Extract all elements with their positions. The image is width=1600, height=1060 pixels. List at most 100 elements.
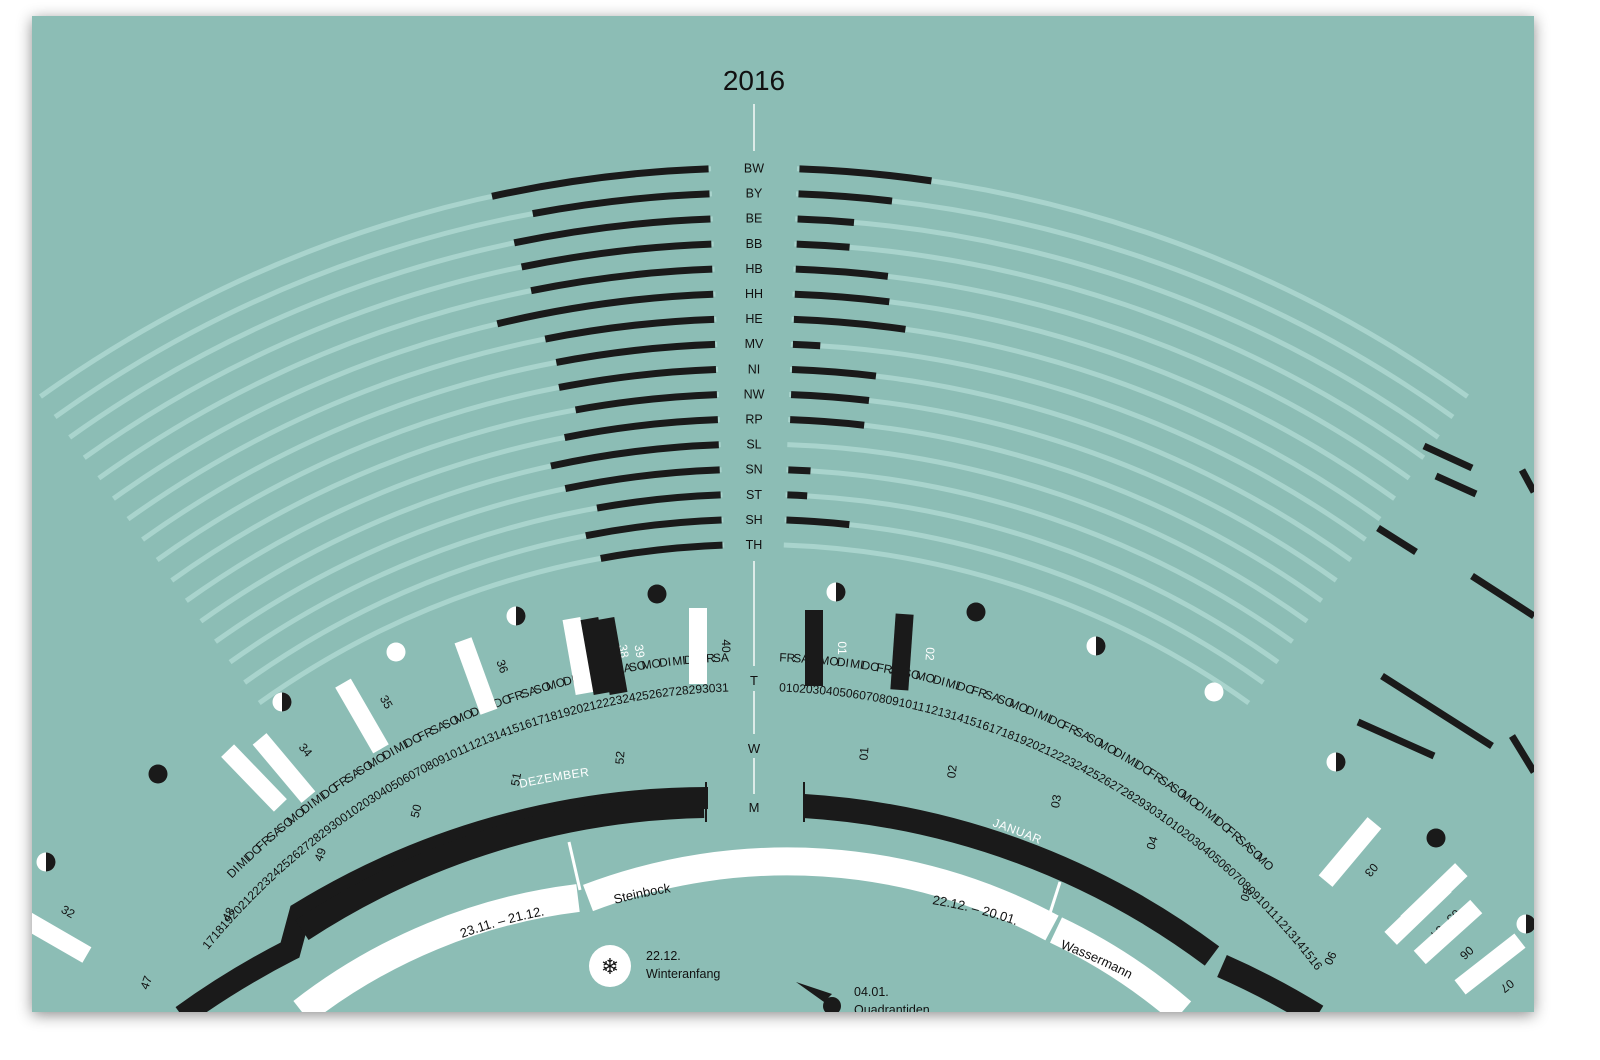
week-number-box-right: 03 — [1318, 817, 1382, 887]
holiday-bar-right — [791, 366, 877, 380]
date-label-right: 19 — [1012, 730, 1030, 748]
ring-label-days: T — [750, 673, 758, 688]
holiday-bar-left — [574, 391, 718, 414]
svg-text:36: 36 — [493, 658, 511, 676]
state-track-right — [784, 517, 1265, 685]
state-labels: BW BY BE BB HB HH HE MV NI NW RP SL SN ST SH TH — [744, 162, 765, 553]
date-label-right: 04 — [819, 683, 834, 698]
state-label: HE — [745, 312, 762, 326]
weekday-label-right: MO — [914, 668, 936, 686]
winter-label: Winteranfang — [646, 967, 720, 981]
state-label: TH — [746, 538, 763, 552]
meteor-date: 04.01. — [854, 985, 889, 999]
week-label-left: 48 — [219, 905, 238, 923]
holiday-bar-fragment — [1422, 442, 1474, 472]
holiday-bar-left — [558, 366, 717, 391]
holiday-bar-left — [564, 466, 720, 493]
state-track-left — [257, 542, 725, 706]
state-label: SN — [745, 463, 762, 477]
weekday-label-left: MI — [391, 738, 409, 757]
svg-text:35: 35 — [377, 693, 396, 712]
weekday-label-left: SO — [440, 712, 462, 732]
holiday-bar-right — [793, 315, 906, 333]
state-track-right — [788, 392, 1338, 583]
svg-text:02: 02 — [922, 647, 937, 662]
zodiac-ring-right — [1049, 917, 1192, 1012]
weekday-label-right: DI — [931, 672, 946, 689]
state-track-left — [214, 467, 722, 644]
date-label-right: 25 — [1084, 764, 1103, 783]
week-label-left: 49 — [311, 846, 329, 864]
week-number-box-left: 40 — [689, 608, 733, 684]
date-label-right: 08 — [871, 690, 887, 706]
week-ring: 3233343536373839400102030405060747484950… — [32, 608, 1526, 996]
weekday-label-left: DI — [658, 655, 672, 670]
holiday-bar-fragment — [1470, 573, 1534, 619]
date-label-left: 21 — [581, 698, 598, 715]
calendar-poster: 2016 BW BY BE BB HB HH HE MV NI NW RP SL SN ST SH TH T … — [32, 16, 1534, 1012]
svg-text:34: 34 — [296, 740, 316, 759]
week-label-right: 06 — [1321, 949, 1340, 967]
holiday-bar-fragment — [1434, 472, 1478, 498]
state-label: NW — [744, 387, 765, 401]
state-label: BW — [744, 162, 764, 176]
date-label-left: 29 — [688, 682, 703, 697]
date-label-left: 14 — [491, 725, 509, 743]
state-label: HH — [745, 287, 763, 301]
date-label-left: 31 — [715, 680, 729, 695]
moon-phase-icon — [1426, 828, 1446, 848]
ring-label-weeks: W — [748, 741, 761, 756]
date-label-left: 11 — [454, 740, 471, 758]
date-label-left: 24 — [621, 690, 637, 706]
date-label-left: 25 — [634, 688, 650, 704]
holiday-bar-right — [788, 466, 811, 475]
weekday-label-left: SA — [712, 650, 729, 665]
weekday-label-left: MI — [672, 653, 687, 668]
svg-text:40: 40 — [719, 639, 733, 653]
state-track-right — [790, 341, 1367, 542]
weekday-label-right: MI — [849, 656, 864, 672]
date-label-right: 05 — [832, 684, 847, 700]
ring-label-months: M — [749, 800, 760, 815]
date-label-left: 09 — [430, 752, 448, 771]
date-label-right: 13 — [936, 704, 953, 721]
weekday-label-right: DI — [836, 655, 850, 670]
date-label-left: 05 — [382, 777, 401, 796]
holiday-bar-right — [794, 290, 890, 306]
weekday-label-right: SA — [1072, 724, 1093, 744]
week-number-box-right: 01 — [805, 610, 849, 686]
holiday-bar-fragment — [1509, 734, 1534, 774]
svg-text:32: 32 — [59, 902, 78, 921]
date-label-left: 13 — [479, 730, 497, 748]
moon-phase-icon — [647, 584, 667, 604]
date-label-right: 12 — [923, 701, 940, 718]
weekday-label-right: MO — [819, 653, 840, 669]
holiday-bar-left — [544, 315, 715, 343]
date-label-right: 14 — [949, 708, 966, 725]
weekday-label-left: FR — [415, 724, 436, 744]
weekday-label-left: MO — [544, 675, 566, 694]
state-track-right — [789, 366, 1353, 563]
month-label-left: DEZEMBER — [518, 765, 590, 791]
date-label-left: 28 — [675, 683, 690, 698]
zodiac-divider-left — [567, 841, 582, 891]
date-label-left: 26 — [648, 686, 663, 702]
weekday-label-right: SA — [983, 687, 1003, 705]
date-label-left: 19 — [555, 704, 572, 721]
week-label-left: 50 — [408, 803, 425, 820]
holiday-bar-right — [792, 340, 821, 350]
month-ring-left — [175, 786, 709, 1012]
svg-text:❄: ❄ — [601, 954, 619, 979]
svg-text:03: 03 — [1362, 860, 1382, 879]
weekday-label-right: DI — [1023, 702, 1039, 719]
svg-text:07: 07 — [1497, 976, 1516, 995]
date-label-left: 22 — [595, 695, 611, 712]
holiday-bar-left — [585, 516, 722, 540]
date-label-right: 15 — [962, 712, 979, 730]
state-label: BE — [746, 212, 763, 226]
state-track-right — [783, 542, 1251, 706]
snowflake-icon: ❄ — [589, 945, 631, 987]
week-label-right: 04 — [1144, 834, 1161, 851]
month-label-left-text: DEZEMBER — [518, 765, 590, 791]
